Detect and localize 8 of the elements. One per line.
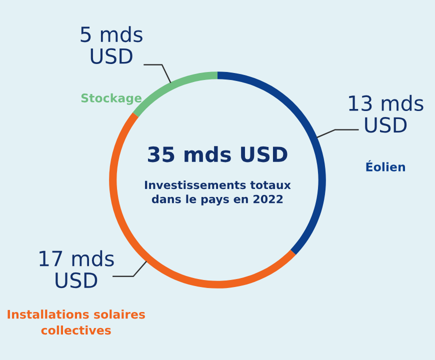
slice-label: Stockage [81, 93, 142, 105]
data-label: 13 mds USD [349, 94, 424, 133]
text: Investissements totaux dans le pays en 2022 [145, 180, 291, 206]
data-label: 17 mds USD [40, 250, 114, 288]
slice-label: Éolien [366, 160, 405, 172]
text: 35 mds USD [148, 146, 288, 162]
slice-label: Installations solaires collectives [8, 310, 145, 335]
data-label: 5 mds USD [80, 26, 142, 64]
